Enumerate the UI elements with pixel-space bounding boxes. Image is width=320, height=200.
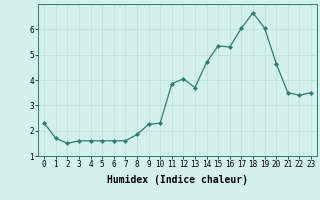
X-axis label: Humidex (Indice chaleur): Humidex (Indice chaleur) <box>107 175 248 185</box>
